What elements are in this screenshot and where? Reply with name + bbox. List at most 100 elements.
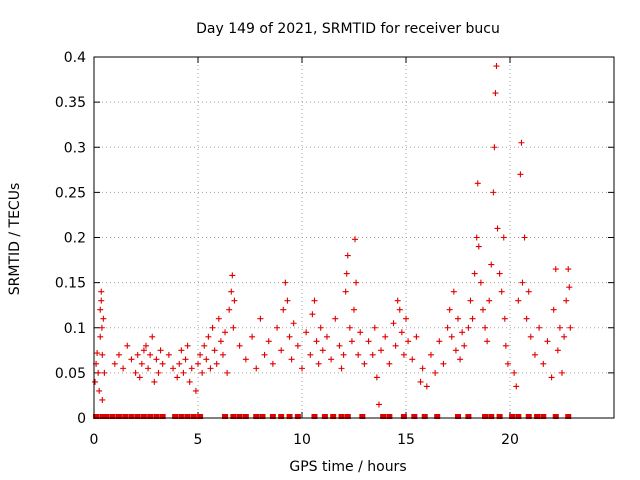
data-point — [230, 324, 237, 331]
zero-point — [259, 414, 266, 419]
data-point — [100, 315, 107, 322]
zero-point — [552, 414, 559, 419]
data-point — [147, 351, 154, 358]
data-point — [294, 342, 301, 349]
zero-point — [286, 414, 293, 419]
zero-point — [565, 414, 572, 419]
data-point — [274, 324, 281, 331]
data-point — [501, 315, 508, 322]
data-point — [561, 333, 568, 340]
zero-point — [465, 414, 472, 419]
data-point — [403, 315, 409, 322]
data-point — [498, 288, 505, 295]
zero-point — [103, 414, 110, 419]
data-point — [265, 338, 272, 345]
data-point — [340, 351, 347, 358]
zero-point — [236, 414, 243, 419]
data-point — [471, 270, 478, 277]
data-point — [563, 297, 570, 304]
data-point — [467, 297, 474, 304]
data-point — [465, 324, 472, 331]
data-point — [226, 306, 233, 313]
data-point — [440, 360, 447, 367]
data-point — [284, 297, 291, 304]
data-point — [278, 347, 285, 354]
data-point — [149, 333, 156, 340]
data-point — [98, 297, 105, 304]
zero-point — [525, 414, 532, 419]
data-point — [559, 369, 565, 376]
zero-point — [359, 414, 366, 419]
data-point — [132, 369, 139, 376]
data-point — [94, 350, 101, 357]
zero-point — [496, 414, 503, 419]
data-point — [120, 365, 127, 372]
data-point — [338, 365, 345, 372]
data-point — [303, 329, 310, 336]
data-point — [457, 356, 464, 363]
data-point — [178, 347, 185, 354]
zero-point — [172, 414, 179, 419]
data-point — [309, 311, 316, 318]
data-point — [195, 360, 201, 367]
data-point — [536, 324, 543, 331]
data-point — [101, 369, 108, 376]
data-point — [492, 90, 499, 97]
data-point — [242, 356, 249, 363]
data-point — [511, 369, 518, 376]
data-point — [253, 365, 260, 372]
data-point — [455, 315, 461, 322]
zero-point — [99, 414, 106, 419]
data-point — [140, 347, 147, 354]
data-point — [540, 360, 547, 367]
data-point — [554, 347, 561, 354]
data-point — [346, 324, 353, 331]
data-point — [400, 351, 407, 358]
y-tick-label: 0.3 — [64, 140, 86, 156]
data-point — [550, 306, 557, 313]
x-tick-label: 15 — [397, 432, 415, 448]
data-point — [98, 288, 105, 295]
data-point — [473, 234, 480, 241]
data-point — [525, 288, 532, 295]
chart-title: Day 149 of 2021, SRMTID for receiver buc… — [196, 21, 500, 37]
zero-point — [147, 414, 154, 419]
data-point — [236, 342, 243, 349]
zero-point — [509, 414, 516, 419]
zero-point — [434, 414, 441, 419]
data-point — [286, 333, 293, 340]
zero-point — [321, 414, 328, 419]
y-tick-label: 0.25 — [55, 185, 86, 201]
data-point — [357, 329, 364, 336]
data-point — [444, 324, 451, 331]
data-point — [336, 342, 343, 349]
data-point — [475, 243, 482, 250]
data-point — [446, 306, 453, 313]
data-point — [228, 288, 235, 295]
zero-point — [294, 414, 301, 419]
data-point — [544, 338, 551, 345]
zero-point — [242, 414, 249, 419]
zero-point — [122, 414, 129, 419]
data-point — [469, 315, 476, 322]
data-point — [217, 338, 224, 345]
data-point — [375, 401, 382, 408]
y-tick-label: 0.4 — [64, 50, 86, 66]
data-point — [151, 378, 158, 385]
data-point — [199, 369, 206, 376]
data-point — [128, 356, 135, 363]
data-point — [344, 252, 351, 259]
data-point — [203, 356, 210, 363]
data-point — [182, 356, 189, 363]
y-axis-label: SRMTID / TECUs — [7, 183, 23, 296]
data-point — [99, 396, 106, 403]
x-tick-label: 0 — [90, 432, 99, 448]
data-point — [124, 342, 131, 349]
zero-point — [153, 414, 160, 419]
zero-point — [109, 414, 116, 419]
x-tick-label: 20 — [501, 432, 519, 448]
data-point — [159, 360, 166, 367]
data-point — [95, 369, 102, 376]
data-point — [115, 351, 122, 358]
data-point — [231, 297, 238, 304]
